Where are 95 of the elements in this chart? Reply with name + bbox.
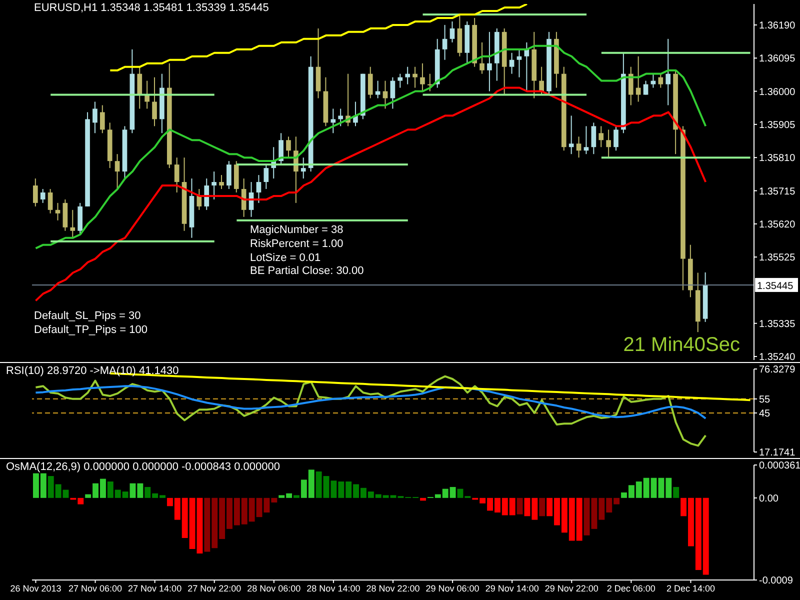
candlestick: [666, 38, 671, 106]
candlestick: [390, 76, 396, 110]
bar: [539, 498, 546, 516]
y-tick-label: 17.1741: [759, 448, 796, 459]
chart-title: RSI(10) 28.9720 ->MA(10) 41.1430: [6, 365, 179, 377]
candlestick: [591, 122, 596, 155]
candlestick: [598, 126, 604, 148]
candlestick: [152, 76, 157, 127]
candlestick: [412, 66, 418, 88]
candlestick: [55, 202, 60, 221]
candlestick: [70, 209, 76, 238]
y-tick-label: 45: [759, 408, 771, 420]
candlestick: [92, 101, 98, 134]
candlestick: [628, 66, 634, 106]
candlestick: [174, 157, 180, 193]
annotation: Default_TP_Pips = 100: [34, 324, 148, 336]
candlestick: [405, 66, 410, 85]
x-tick-label: 28 Nov 06:00: [247, 583, 301, 594]
candlestick: [264, 164, 269, 190]
x-tick-label: 29 Nov 06:00: [426, 583, 480, 594]
candlestick: [368, 66, 373, 99]
candlestick: [614, 126, 618, 152]
candlestick: [212, 171, 216, 200]
candlestick: [576, 136, 582, 158]
candlestick: [606, 129, 611, 158]
candlestick: [330, 108, 336, 134]
candlestick: [40, 188, 46, 204]
y-tick-label: 1.35240: [759, 352, 796, 364]
y-tick-label: 1.35525: [759, 252, 796, 264]
candlestick: [286, 136, 291, 158]
y-tick-label: 0.00: [759, 493, 779, 504]
candlestick: [241, 178, 246, 218]
y-tick-label: 1.36190: [759, 20, 796, 32]
annotation: 21 Min40Sec: [623, 334, 740, 357]
line-series: [34, 385, 707, 420]
candlestick: [398, 73, 403, 88]
line-series: [34, 44, 707, 250]
annotation: LotSize = 0.01: [250, 252, 321, 264]
x-tick-label: 27 Nov 06:00: [68, 583, 122, 594]
annotation: RiskPercent = 1.00: [250, 238, 344, 250]
candlestick: [650, 73, 656, 88]
y-tick-label: 1.36095: [759, 54, 796, 65]
y-tick-label: 1.35715: [759, 186, 796, 198]
x-tick-label: 28 Nov 14:00: [306, 583, 360, 594]
y-tick-label: 1.35905: [759, 120, 796, 131]
candlestick: [658, 73, 664, 88]
candlestick: [48, 188, 53, 214]
y-tick-label: 1.35620: [759, 219, 796, 230]
candlestick: [442, 24, 448, 60]
bar: [673, 486, 680, 498]
candlestick: [480, 42, 484, 74]
candlestick: [219, 174, 224, 190]
candlestick: [516, 48, 522, 78]
chart-title: OsMA(12,26,9) 0.000000 0.000000 -0.000843 0.000000: [6, 461, 280, 473]
bar: [516, 498, 523, 514]
annotation: BE Partial Close: 30.00: [250, 265, 364, 277]
candlestick: [338, 108, 344, 127]
chart-title: EURUSD,H1 1.35348 1.35481 1.35339 1.35445: [34, 2, 269, 14]
ref-line-label: 1.35445: [757, 280, 794, 292]
candlestick: [114, 154, 120, 190]
x-tick-label: 26 Nov 2013: [10, 583, 62, 594]
annotation: Default_SL_Pips = 30: [34, 310, 141, 322]
y-tick-label: 1.35335: [759, 318, 796, 330]
candlestick: [539, 66, 544, 96]
candlestick: [278, 132, 284, 166]
y-tick-label: 1.35810: [759, 153, 796, 164]
bar: [420, 498, 426, 501]
candlestick: [509, 52, 514, 74]
candlestick: [226, 160, 232, 190]
candlestick: [256, 174, 262, 204]
candlestick: [204, 178, 210, 210]
y-tick-label: -0.0009: [759, 576, 794, 587]
bar: [294, 495, 300, 498]
y-tick-label: 0.000361: [759, 460, 800, 472]
y-tick-label: 1.36000: [759, 86, 796, 98]
x-tick-label: 28 Nov 22:00: [366, 583, 420, 594]
x-tick-label: 27 Nov 14:00: [128, 583, 182, 594]
candlestick: [568, 115, 574, 155]
x-tick-label: 29 Nov 22:00: [544, 583, 598, 594]
candlestick: [137, 66, 142, 110]
annotation: MagicNumber = 38: [250, 224, 344, 236]
candlestick: [33, 178, 38, 207]
candlestick: [487, 31, 492, 92]
candlestick: [584, 126, 589, 155]
x-tick-label: 27 Nov 22:00: [188, 583, 242, 594]
candlestick: [450, 20, 455, 43]
line-series: [34, 375, 707, 447]
x-tick-label: 29 Nov 14:00: [485, 583, 539, 594]
candlestick: [100, 104, 105, 134]
y-tick-label: 55: [759, 394, 771, 406]
x-tick-label: 2 Dec 06:00: [606, 583, 656, 594]
candlestick: [300, 157, 306, 180]
x-tick-label: 2 Dec 14:00: [666, 583, 716, 594]
y-tick-label: 76.3279: [759, 364, 796, 376]
candlestick: [420, 62, 425, 92]
